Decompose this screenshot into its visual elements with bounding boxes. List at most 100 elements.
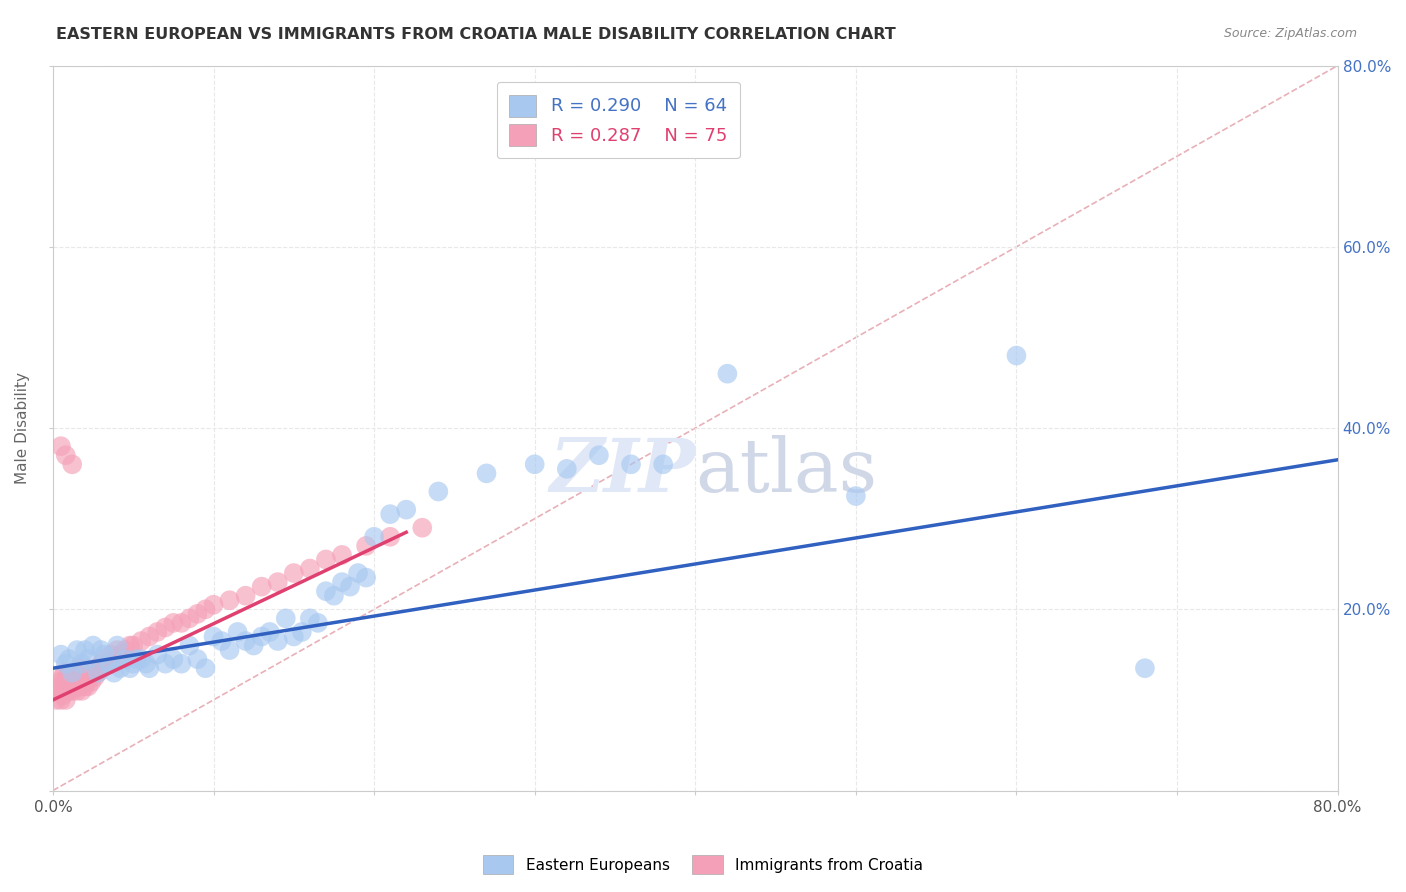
Point [66, 643, 89, 657]
Point [70, 657, 93, 671]
Point [67, 674, 90, 689]
Point [347, 566, 370, 580]
Point [118, 661, 141, 675]
Point [339, 580, 361, 594]
Point [90, 643, 112, 657]
Point [242, 639, 264, 653]
Point [427, 484, 450, 499]
Point [315, 552, 337, 566]
Point [46, 684, 69, 698]
Point [60, 665, 83, 680]
Point [186, 607, 208, 621]
Point [55, 693, 77, 707]
Point [588, 448, 610, 462]
Point [103, 665, 125, 680]
Point [60, 665, 83, 680]
Point [69, 679, 91, 693]
Text: EASTERN EUROPEAN VS IMMIGRANTS FROM CROATIA MALE DISABILITY CORRELATION CHART: EASTERN EUROPEAN VS IMMIGRANTS FROM CROA… [56, 27, 896, 42]
Point [49, 439, 72, 453]
Point [59, 670, 82, 684]
Point [194, 602, 217, 616]
Point [1133, 661, 1156, 675]
Point [77, 652, 100, 666]
Point [363, 530, 385, 544]
Point [267, 575, 290, 590]
Point [194, 661, 217, 675]
Point [93, 652, 115, 666]
Point [330, 575, 353, 590]
Point [523, 458, 546, 472]
Point [1005, 349, 1028, 363]
Point [315, 584, 337, 599]
Point [354, 539, 377, 553]
Point [62, 665, 84, 680]
Point [76, 674, 98, 689]
Point [48, 679, 70, 693]
Point [179, 639, 201, 653]
Point [60, 684, 83, 698]
Point [716, 367, 738, 381]
Point [53, 684, 76, 698]
Point [66, 684, 89, 698]
Point [146, 648, 169, 662]
Point [114, 652, 136, 666]
Point [475, 467, 498, 481]
Point [202, 598, 225, 612]
Point [155, 657, 177, 671]
Point [73, 661, 96, 675]
Point [65, 679, 87, 693]
Point [58, 652, 80, 666]
Point [235, 589, 257, 603]
Point [354, 571, 377, 585]
Point [274, 611, 297, 625]
Point [129, 652, 152, 666]
Point [93, 648, 115, 662]
Point [100, 648, 122, 662]
Point [67, 661, 90, 675]
Point [82, 639, 104, 653]
Point [378, 507, 401, 521]
Point [122, 657, 145, 671]
Point [56, 670, 79, 684]
Point [170, 657, 193, 671]
Y-axis label: Male Disability: Male Disability [15, 372, 30, 484]
Point [49, 648, 72, 662]
Point [62, 674, 84, 689]
Point [84, 661, 107, 675]
Point [114, 643, 136, 657]
Point [73, 679, 96, 693]
Point [218, 643, 240, 657]
Point [146, 624, 169, 639]
Point [845, 489, 868, 503]
Point [55, 448, 77, 462]
Text: ZIP: ZIP [548, 435, 696, 508]
Point [125, 652, 148, 666]
Point [138, 630, 160, 644]
Point [55, 657, 77, 671]
Point [87, 665, 110, 680]
Point [53, 665, 76, 680]
Point [291, 624, 314, 639]
Point [96, 657, 118, 671]
Point [155, 620, 177, 634]
Point [65, 670, 87, 684]
Point [87, 665, 110, 680]
Point [83, 670, 105, 684]
Point [103, 652, 125, 666]
Point [66, 665, 89, 680]
Point [620, 458, 643, 472]
Point [395, 502, 418, 516]
Point [652, 458, 675, 472]
Point [105, 643, 128, 657]
Point [49, 693, 72, 707]
Point [135, 657, 157, 671]
Point [259, 624, 281, 639]
Point [60, 458, 83, 472]
Point [51, 670, 73, 684]
Point [98, 657, 121, 671]
Point [250, 580, 273, 594]
Point [235, 634, 257, 648]
Legend: Eastern Europeans, Immigrants from Croatia: Eastern Europeans, Immigrants from Croat… [477, 849, 929, 880]
Point [56, 674, 79, 689]
Point [555, 462, 578, 476]
